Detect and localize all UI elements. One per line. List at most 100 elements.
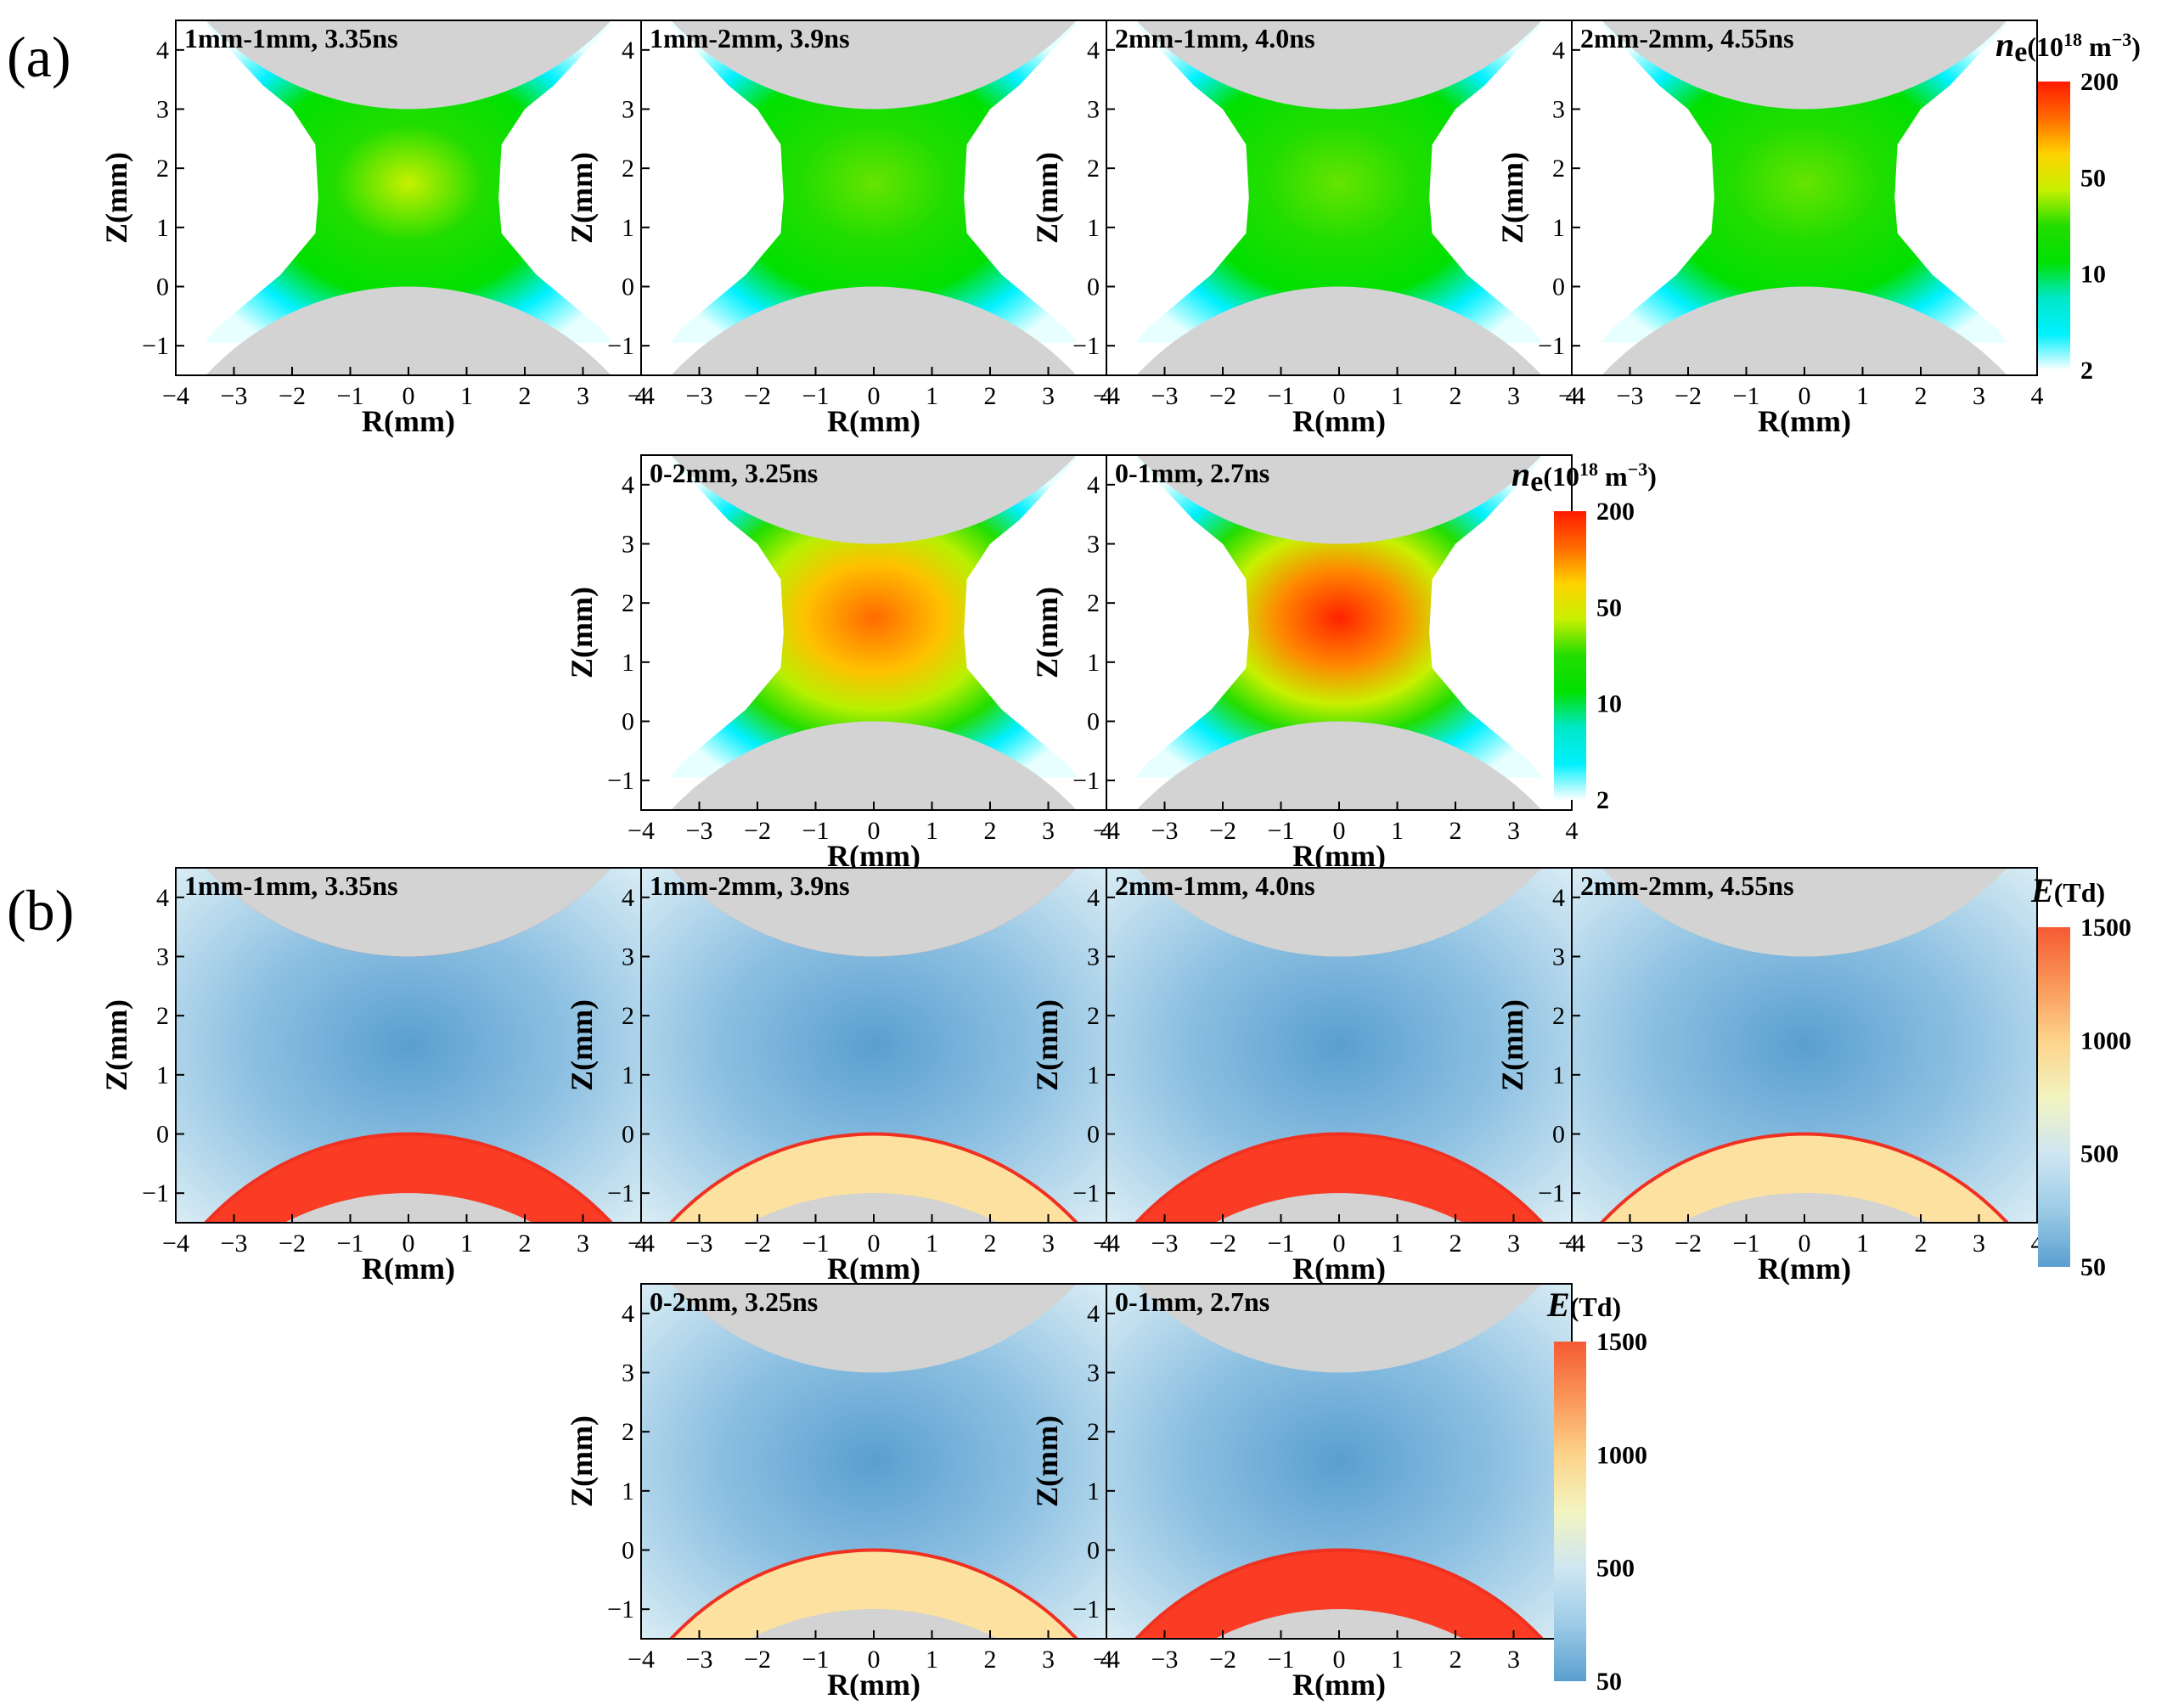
electrode-top	[1136, 868, 1542, 957]
x-tick-label: −1	[802, 1646, 830, 1674]
electrode-bottom	[749, 1193, 999, 1223]
y-tick-label: −1	[607, 1595, 634, 1623]
x-tick-label: −3	[686, 382, 713, 410]
x-tick-label: 1	[1856, 1230, 1869, 1258]
x-tick-label: 3	[1042, 1646, 1055, 1674]
x-tick-label: 1	[926, 1646, 938, 1674]
x-tick-label: 0	[868, 1646, 881, 1674]
high-field-band-bottom	[1136, 1550, 1542, 1639]
y-tick-label: 1	[1552, 1061, 1565, 1089]
x-tick-label: 0	[402, 382, 415, 410]
y-axis-label: Z(mm)	[1030, 999, 1064, 1091]
x-tick-label: −1	[337, 382, 364, 410]
panel-title: 1mm-2mm, 3.9ns	[650, 870, 850, 901]
x-tick-label: 2	[1449, 1230, 1462, 1258]
x-tick-label: 4	[1100, 1646, 1113, 1674]
y-tick-label: 2	[1552, 155, 1565, 183]
x-tick-label: −4	[628, 382, 655, 410]
x-tick-label: −1	[1268, 382, 1295, 410]
x-tick-label: −1	[337, 1230, 364, 1258]
electrode-top	[671, 1284, 1077, 1373]
y-tick-label: 1	[1087, 1061, 1100, 1089]
colorbar-tick-label: 1000	[1596, 1441, 1647, 1469]
x-tick-label: 3	[577, 1230, 589, 1258]
y-tick-label: 0	[622, 1121, 634, 1149]
electrode-top	[1136, 20, 1542, 110]
y-tick-label: −1	[1072, 1595, 1100, 1623]
y-tick-label: 4	[1552, 37, 1565, 65]
y-tick-label: 0	[1552, 1121, 1565, 1149]
electrode-top	[1601, 20, 2007, 110]
y-axis-label: Z(mm)	[1030, 587, 1064, 678]
y-tick-label: 2	[622, 1418, 634, 1446]
x-tick-label: −1	[802, 817, 830, 845]
y-tick-label: 4	[1087, 884, 1100, 912]
high-field-band-bottom	[1136, 1134, 1542, 1223]
electrode-bottom	[1214, 1609, 1464, 1639]
x-tick-label: −1	[1268, 1646, 1295, 1674]
electrode-bottom	[749, 1609, 999, 1639]
y-tick-label: 3	[622, 531, 634, 559]
x-tick-label: 4	[1100, 1230, 1113, 1258]
x-tick-label: 4	[1566, 817, 1579, 845]
x-tick-label: 3	[1507, 1230, 1520, 1258]
x-tick-label: 3	[1042, 382, 1055, 410]
y-tick-label: 4	[1087, 37, 1100, 65]
y-tick-label: 1	[622, 1477, 634, 1505]
y-tick-label: 0	[622, 708, 634, 736]
x-tick-label: 3	[1507, 382, 1520, 410]
y-axis-label: Z(mm)	[565, 1415, 599, 1507]
y-tick-label: 0	[1552, 273, 1565, 301]
y-tick-label: 3	[1552, 943, 1565, 971]
y-tick-label: 4	[622, 884, 634, 912]
plasma-density-region	[1135, 23, 1543, 343]
panel-title: 0-1mm, 2.7ns	[1115, 458, 1269, 488]
x-tick-label: 0	[1798, 1230, 1811, 1258]
x-tick-label: −3	[221, 1230, 248, 1258]
x-tick-label: −2	[1675, 1230, 1702, 1258]
x-tick-label: −1	[1733, 382, 1760, 410]
y-tick-label: 3	[622, 943, 634, 971]
x-tick-label: 3	[1042, 817, 1055, 845]
panel-title: 2mm-2mm, 4.55ns	[1580, 23, 1794, 53]
x-tick-label: 2	[984, 817, 997, 845]
y-tick-label: 1	[156, 1061, 169, 1089]
x-tick-label: −2	[744, 817, 771, 845]
x-tick-label: −4	[1093, 1646, 1120, 1674]
x-tick-label: −4	[162, 382, 189, 410]
y-tick-label: −1	[1538, 1179, 1565, 1207]
panel-title: 2mm-2mm, 4.55ns	[1580, 870, 1794, 901]
y-axis-label: Z(mm)	[565, 999, 599, 1091]
y-tick-label: 0	[622, 1537, 634, 1565]
x-tick-label: −3	[1617, 1230, 1644, 1258]
x-tick-label: 4	[1100, 382, 1113, 410]
electrode-top	[205, 20, 611, 110]
colorbar-title: E(Td)	[1546, 1286, 1621, 1324]
panel-title: 1mm-2mm, 3.9ns	[650, 23, 850, 53]
x-tick-label: 2	[519, 382, 532, 410]
x-tick-label: 1	[926, 382, 938, 410]
y-tick-label: 4	[156, 884, 169, 912]
colorbar-tick-label: 50	[1596, 594, 1622, 622]
colorbar-tick-label: 1000	[2080, 1027, 2131, 1055]
x-tick-label: −1	[1268, 817, 1295, 845]
y-tick-label: −1	[1072, 1179, 1100, 1207]
x-axis-label: R(mm)	[1758, 404, 1851, 438]
y-tick-label: 2	[1087, 1418, 1100, 1446]
colorbar-gradient	[2038, 927, 2070, 1267]
x-tick-label: −2	[1209, 1230, 1236, 1258]
y-tick-label: 2	[622, 1002, 634, 1030]
colorbar-title: ne(1018 m−3)	[1995, 25, 2141, 68]
panel-title: 1mm-1mm, 3.35ns	[184, 870, 398, 901]
y-tick-label: 1	[622, 649, 634, 677]
colorbar-E: 1500 1000 500 50 E(Td)	[1546, 1286, 1647, 1696]
y-tick-label: 3	[156, 96, 169, 124]
x-tick-label: −3	[686, 1646, 713, 1674]
y-tick-label: 3	[156, 943, 169, 971]
colorbar-tick-label: 2	[1596, 786, 1609, 814]
